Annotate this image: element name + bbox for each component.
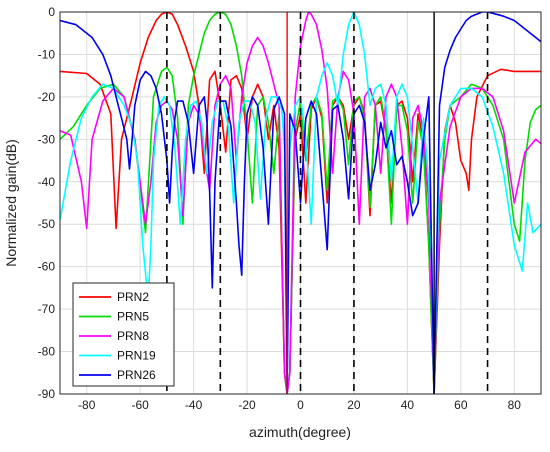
series-layer [60,12,541,394]
x-tick-label: 80 [508,398,522,412]
x-tick-label: -40 [185,398,203,412]
x-tick-label: 20 [347,398,361,412]
legend-label-prn5: PRN5 [117,310,149,324]
y-tick-label: -50 [38,217,56,231]
y-tick-label: -70 [38,302,56,316]
x-tick-label: -80 [78,398,96,412]
y-tick-label: -60 [38,260,56,274]
legend: PRN2 PRN5 PRN8 PRN19 PRN26 [72,282,175,387]
x-tick-label: 0 [297,398,304,412]
legend-box [72,282,175,387]
y-tick-label: -20 [38,90,56,104]
y-tick-label: -10 [38,47,56,61]
x-tick-label: 60 [454,398,468,412]
y-tick-label: -90 [38,387,56,401]
x-axis-ticks: -80 -60 -40 -20 0 20 40 60 80 [78,398,521,412]
y-axis-label: Normalized gain(dB) [3,139,19,267]
plot-frame [59,11,542,395]
y-axis-ticks: 0 -10 -20 -30 -40 -50 -60 -70 -80 -90 [38,5,56,401]
y-tick-label: -40 [38,175,56,189]
legend-label-prn19: PRN19 [117,349,156,363]
series-line-prn26 [60,12,541,394]
legend-label-prn2: PRN2 [117,290,149,304]
series-line-prn8 [60,12,541,394]
y-tick-label: -30 [38,132,56,146]
legend-label-prn26: PRN26 [117,368,156,382]
x-tick-label: 40 [401,398,415,412]
x-axis-label: azimuth(degree) [249,424,351,440]
y-tick-label: -80 [38,345,56,359]
x-tick-label: -60 [131,398,149,412]
y-tick-label: 0 [48,5,55,19]
legend-label-prn8: PRN8 [117,329,149,343]
x-tick-label: -20 [238,398,256,412]
